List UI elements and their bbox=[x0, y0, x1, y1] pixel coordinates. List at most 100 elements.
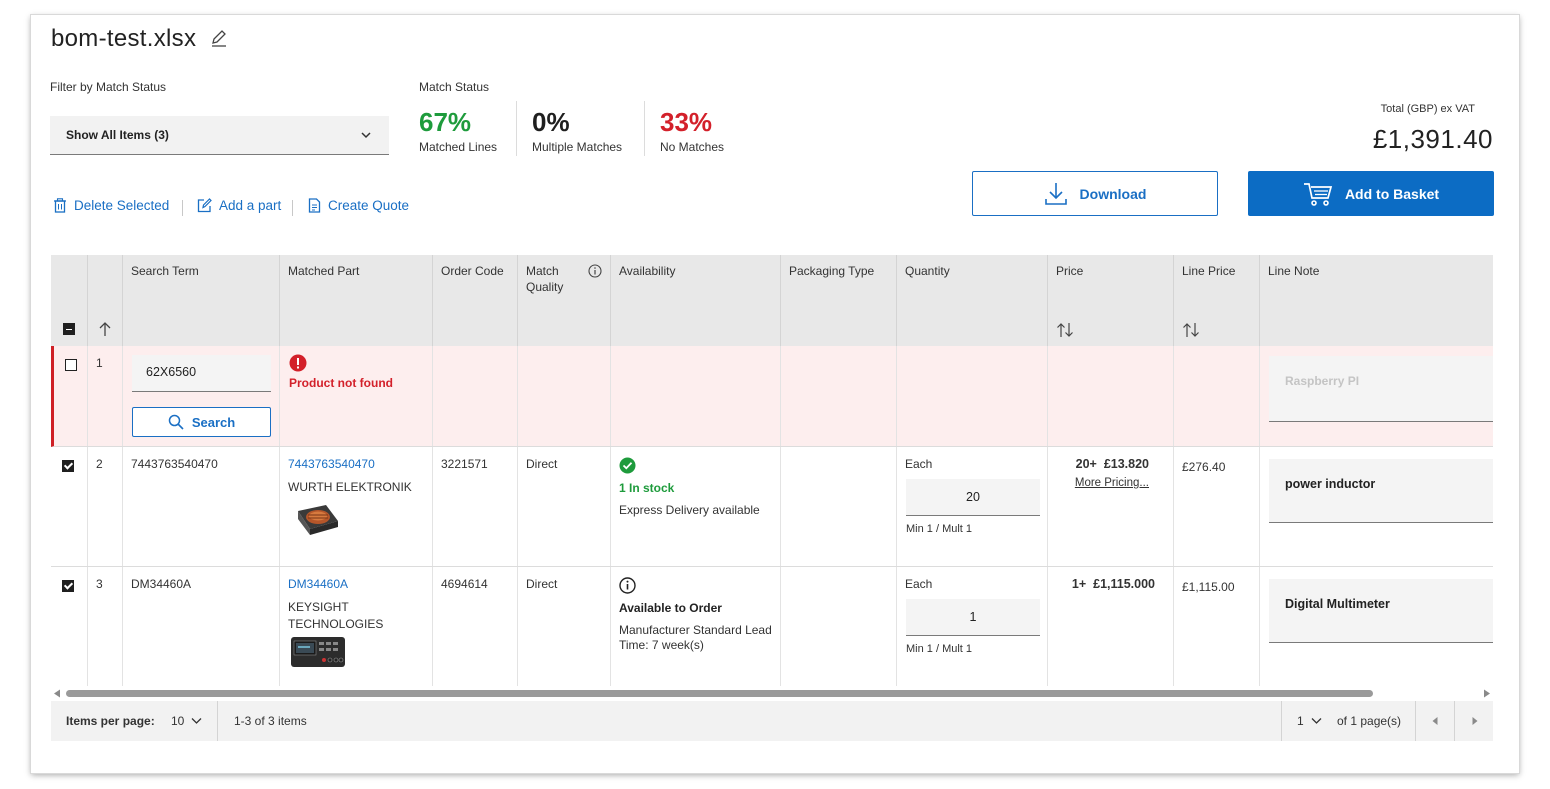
page-select[interactable]: 1 bbox=[1297, 714, 1322, 728]
add-part-label: Add a part bbox=[219, 198, 282, 213]
header-availability: Availability bbox=[611, 255, 781, 346]
page-select-value: 1 bbox=[1297, 714, 1304, 728]
manufacturer-line2: TECHNOLOGIES bbox=[288, 617, 384, 631]
add-to-basket-button[interactable]: Add to Basket bbox=[1248, 171, 1494, 216]
part-number-link[interactable]: 7443763540470 bbox=[288, 457, 375, 471]
delete-selected-label: Delete Selected bbox=[74, 198, 170, 213]
prev-page-icon[interactable] bbox=[1431, 716, 1439, 726]
filter-select[interactable]: Show All Items (3) bbox=[50, 116, 389, 155]
search-button[interactable]: Search bbox=[132, 407, 271, 437]
search-term-cell: 7443763540470 bbox=[123, 447, 280, 566]
row-checkbox[interactable] bbox=[62, 460, 74, 472]
header-packaging: Packaging Type bbox=[781, 255, 897, 346]
search-term-input[interactable]: 62X6560 bbox=[132, 355, 271, 392]
availability-detail-line1: Manufacturer Standard Lead bbox=[619, 623, 772, 637]
cart-icon bbox=[1303, 182, 1333, 206]
line-note-input[interactable]: Digital Multimeter bbox=[1269, 579, 1493, 643]
row-number: 3 bbox=[88, 567, 123, 686]
total-value: £1,391.40 bbox=[1372, 124, 1493, 154]
unit-price: £1,115.000 bbox=[1093, 577, 1155, 591]
line-note-input[interactable]: power inductor bbox=[1269, 459, 1493, 523]
quantity-input[interactable]: 1 bbox=[906, 599, 1040, 636]
quantity-cell bbox=[897, 346, 1048, 446]
stat-matched: 67% Matched Lines bbox=[419, 107, 497, 154]
info-icon[interactable] bbox=[588, 264, 602, 278]
info-circle-icon bbox=[619, 577, 636, 594]
matched-part-cell: 7443763540470 WURTH ELEKTRONIK bbox=[280, 447, 433, 566]
order-code-cell: 4694614 bbox=[433, 567, 518, 686]
download-icon bbox=[1044, 182, 1067, 205]
check-circle-icon bbox=[619, 457, 636, 474]
add-part-action[interactable]: Add a part bbox=[197, 198, 281, 213]
items-per-page-select[interactable]: 10 bbox=[171, 714, 202, 728]
header-match-quality-line2: Quality bbox=[526, 280, 564, 294]
row-select-cell bbox=[54, 346, 88, 446]
table-row: 2 7443763540470 7443763540470 WURTH ELEK… bbox=[51, 447, 1493, 567]
more-pricing-link[interactable]: More Pricing... bbox=[1074, 477, 1149, 489]
quantity-unit: Each bbox=[905, 457, 933, 471]
match-quality-cell: Direct bbox=[518, 447, 611, 566]
horizontal-scrollbar[interactable] bbox=[51, 687, 1493, 699]
items-per-page-value: 10 bbox=[171, 714, 185, 728]
stat-nomatch-caption: No Matches bbox=[660, 140, 725, 154]
error-icon bbox=[289, 354, 307, 372]
download-button[interactable]: Download bbox=[972, 171, 1218, 216]
match-quality-cell bbox=[518, 346, 611, 446]
stat-multiple-caption: Multiple Matches bbox=[532, 140, 623, 154]
stat-matched-caption: Matched Lines bbox=[419, 140, 498, 154]
table-row: 3 DM34460A DM34460A KEYSIGHT TECHNOLOGIE… bbox=[51, 567, 1493, 686]
availability-cell bbox=[611, 346, 781, 446]
add-to-basket-label: Add to Basket bbox=[1344, 185, 1440, 202]
table-row: 1 62X6560 Search Product not found bbox=[51, 346, 1493, 447]
create-quote-label: Create Quote bbox=[328, 198, 410, 213]
sort-icon[interactable] bbox=[1182, 322, 1200, 338]
line-price-cell: £1,115.00 bbox=[1174, 567, 1260, 686]
sort-icon[interactable] bbox=[1056, 322, 1074, 338]
row-select-cell bbox=[51, 567, 88, 686]
row-checkbox[interactable] bbox=[65, 359, 77, 371]
price-cell: 20+ £13.820 More Pricing... bbox=[1048, 447, 1174, 566]
scrollbar-thumb[interactable] bbox=[66, 690, 1373, 697]
line-price-cell: £276.40 bbox=[1174, 447, 1260, 566]
availability-cell: 1 In stock Express Delivery available bbox=[611, 447, 781, 566]
header-matched-part: Matched Part bbox=[280, 255, 433, 346]
unit-price: £13.820 bbox=[1103, 457, 1149, 471]
header-row-number bbox=[88, 255, 123, 346]
line-note-cell: power inductor bbox=[1260, 447, 1493, 566]
matched-part-cell: Product not found bbox=[280, 346, 433, 446]
pencil-icon[interactable] bbox=[209, 28, 229, 48]
delete-selected-action[interactable]: Delete Selected bbox=[53, 198, 169, 213]
select-all-checkbox[interactable] bbox=[63, 323, 75, 335]
line-note-cell: Raspberry PI bbox=[1260, 346, 1493, 446]
quantity-rule: Min 1 / Mult 1 bbox=[906, 523, 973, 535]
availability-status: 1 In stock bbox=[619, 481, 675, 495]
availability-cell: Available to Order Manufacturer Standard… bbox=[611, 567, 781, 686]
row-number: 1 bbox=[88, 346, 123, 446]
header-match-quality-line1: Match bbox=[526, 264, 559, 278]
items-per-page-label: Items per page: bbox=[66, 714, 155, 728]
row-checkbox[interactable] bbox=[62, 580, 74, 592]
packaging-cell bbox=[781, 346, 897, 446]
scroll-right-icon[interactable] bbox=[1483, 689, 1491, 698]
arrow-up-icon[interactable] bbox=[98, 321, 112, 337]
quantity-rule: Min 1 / Mult 1 bbox=[906, 643, 973, 655]
create-quote-action[interactable]: Create Quote bbox=[308, 198, 409, 213]
product-image[interactable] bbox=[290, 635, 346, 669]
line-note-input[interactable]: Raspberry PI bbox=[1269, 356, 1493, 422]
scroll-left-icon[interactable] bbox=[53, 689, 61, 698]
quantity-input[interactable]: 20 bbox=[906, 479, 1040, 516]
matched-part-cell: DM34460A KEYSIGHT TECHNOLOGIES bbox=[280, 567, 433, 686]
error-text: Product not found bbox=[289, 376, 393, 390]
next-page-icon[interactable] bbox=[1471, 716, 1479, 726]
bom-window: bom-test.xlsx Filter by Match Status Sho… bbox=[31, 15, 1519, 773]
part-number-link[interactable]: DM34460A bbox=[288, 577, 349, 591]
total-pages: of 1 page(s) bbox=[1337, 714, 1402, 728]
stat-nomatch-pct: 33% bbox=[660, 107, 713, 137]
stat-multiple-pct: 0% bbox=[532, 107, 570, 137]
header-quantity: Quantity bbox=[897, 255, 1048, 346]
chevron-down-icon bbox=[191, 718, 202, 724]
line-price-cell bbox=[1174, 346, 1260, 446]
product-image[interactable] bbox=[292, 499, 344, 539]
bom-table: Search Term Matched Part Order Code Matc… bbox=[51, 255, 1493, 686]
header-search-term: Search Term bbox=[123, 255, 280, 346]
